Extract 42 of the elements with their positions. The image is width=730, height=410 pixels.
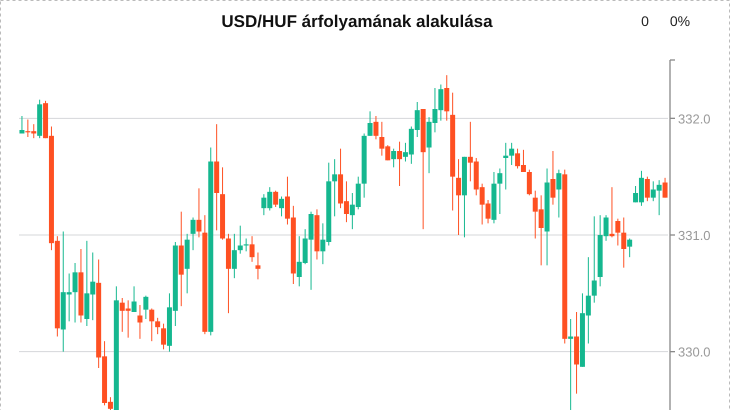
candlestick bbox=[232, 233, 237, 279]
candlestick bbox=[644, 176, 650, 202]
candlestick bbox=[137, 304, 142, 340]
candlestick bbox=[456, 158, 462, 236]
candlestick bbox=[397, 141, 402, 186]
candlestick bbox=[526, 169, 532, 196]
candlestick bbox=[161, 323, 166, 350]
candlestick bbox=[132, 286, 137, 312]
candlestick bbox=[332, 158, 338, 217]
candlestick bbox=[621, 217, 626, 268]
candlestick bbox=[155, 317, 160, 335]
text: 0% bbox=[670, 13, 690, 29]
candlestick bbox=[615, 218, 620, 246]
candlestick bbox=[149, 308, 154, 342]
chart-title: USD/HUF árfolyamának alakulása bbox=[221, 12, 494, 31]
candlestick bbox=[72, 262, 78, 323]
candlestick bbox=[568, 318, 574, 410]
candlestick bbox=[19, 116, 24, 134]
candlestick bbox=[238, 225, 243, 254]
candlestick bbox=[368, 110, 373, 136]
candlestick bbox=[627, 238, 632, 258]
text: 0 bbox=[641, 13, 650, 29]
candlestick bbox=[196, 188, 202, 238]
candlestick bbox=[190, 217, 196, 251]
candlestick bbox=[279, 196, 284, 217]
candlestick bbox=[497, 168, 502, 214]
candlestick bbox=[373, 116, 378, 140]
candlestick bbox=[143, 295, 148, 320]
y-tick-label: 330.0 bbox=[678, 344, 711, 360]
candlestick bbox=[391, 148, 396, 168]
candlestick bbox=[556, 169, 562, 218]
candlestick bbox=[255, 252, 260, 280]
y-tick-label: 331.0 bbox=[678, 228, 711, 243]
candlestick bbox=[250, 236, 255, 262]
candlestick bbox=[662, 177, 668, 198]
candlestick bbox=[509, 142, 514, 166]
y-tick-label: 332.0 bbox=[678, 111, 711, 126]
candlestick bbox=[550, 150, 556, 206]
candlestick bbox=[592, 216, 597, 304]
candlestick bbox=[503, 142, 508, 190]
candlestick bbox=[444, 74, 450, 122]
candlestick bbox=[273, 190, 278, 208]
